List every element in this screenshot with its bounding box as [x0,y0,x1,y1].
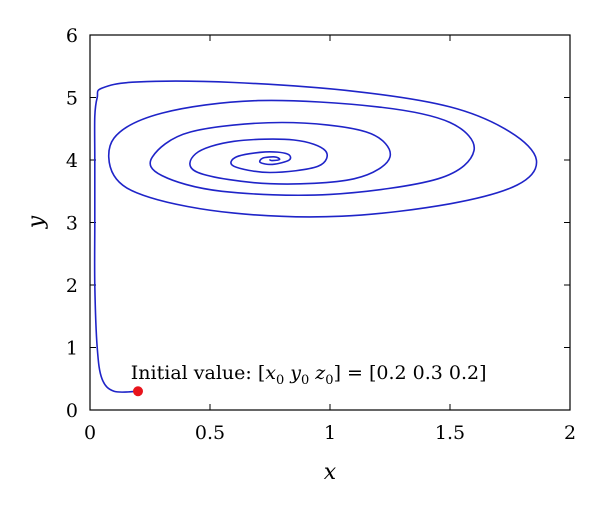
x-tick-label: 1.5 [435,422,465,444]
initial-value-annotation: Initial value: [x0 y0 z0] = [0.2 0.3 0.2] [131,362,487,388]
y-tick-label: 3 [66,213,78,235]
axis-ticks [89,34,571,411]
annotation-var-y: y [289,362,301,384]
tick-labels: 0 0.5 1 1.5 2 0 1 2 3 4 5 6 [66,25,576,444]
x-axis-label: x [324,460,337,485]
initial-point-marker [133,386,143,397]
y-tick-label: 0 [66,400,78,422]
y-tick-label: 2 [66,275,78,297]
x-tick-label: 1 [324,422,336,444]
annotation-sub-x: 0 [276,373,284,388]
plot-area [89,34,571,411]
annotation-sub-z: 0 [325,373,333,388]
annotation-var-x: x [265,362,276,384]
y-tick-label: 6 [66,25,78,47]
y-tick-label: 4 [66,150,78,172]
annotation-prefix: Initial value: [ [131,362,265,384]
trajectory-series-line [93,80,538,393]
y-tick-label: 1 [66,338,78,360]
x-tick-label: 0 [84,422,96,444]
annotation-var-z: z [314,362,326,384]
x-tick-label: 2 [564,422,576,444]
x-tick-label: 0.5 [195,422,225,444]
y-axis-label: y [24,215,49,229]
annotation-suffix: ] = [0.2 0.3 0.2] [334,362,487,384]
y-tick-label: 5 [66,88,78,110]
annotation-sub-y: 0 [301,373,309,388]
